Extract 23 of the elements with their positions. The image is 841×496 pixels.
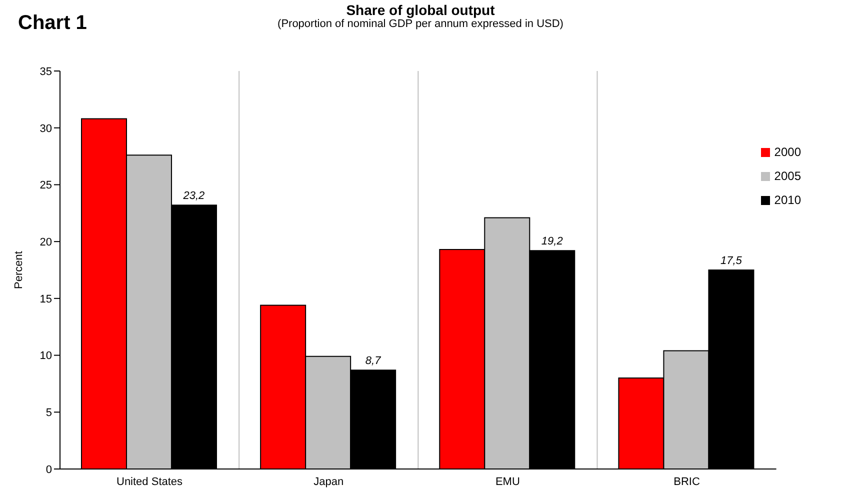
data-label: 19,2 <box>541 236 563 248</box>
caption: Chart 1 <box>18 12 87 35</box>
chart-title: Share of global output <box>346 2 495 18</box>
y-tick-label: 30 <box>40 122 52 135</box>
y-tick-label: 5 <box>46 407 52 420</box>
y-tick-label: 35 <box>40 66 52 78</box>
legend-label: 2010 <box>774 193 801 207</box>
y-tick-label: 25 <box>40 180 52 192</box>
y-tick-label: 15 <box>40 293 52 306</box>
x-tick-label: EMU <box>495 476 520 488</box>
chart-subtitle: (Proportion of nominal GDP per annum expressed in USD) <box>278 18 564 30</box>
data-label: 17,5 <box>720 255 743 267</box>
data-label: 8,7 <box>365 355 382 368</box>
x-tick-label: BRIC <box>674 476 700 488</box>
y-tick-label: 0 <box>46 464 52 476</box>
legend-label: 2005 <box>774 169 801 183</box>
x-tick-label: Japan <box>314 476 344 488</box>
y-axis-title: Percent <box>12 251 25 289</box>
x-tick-label: United States <box>116 476 184 488</box>
data-label: 23,2 <box>182 190 205 202</box>
legend-label: 2000 <box>774 145 801 159</box>
y-tick-label: 20 <box>40 236 52 248</box>
y-tick-label: 10 <box>40 350 52 362</box>
